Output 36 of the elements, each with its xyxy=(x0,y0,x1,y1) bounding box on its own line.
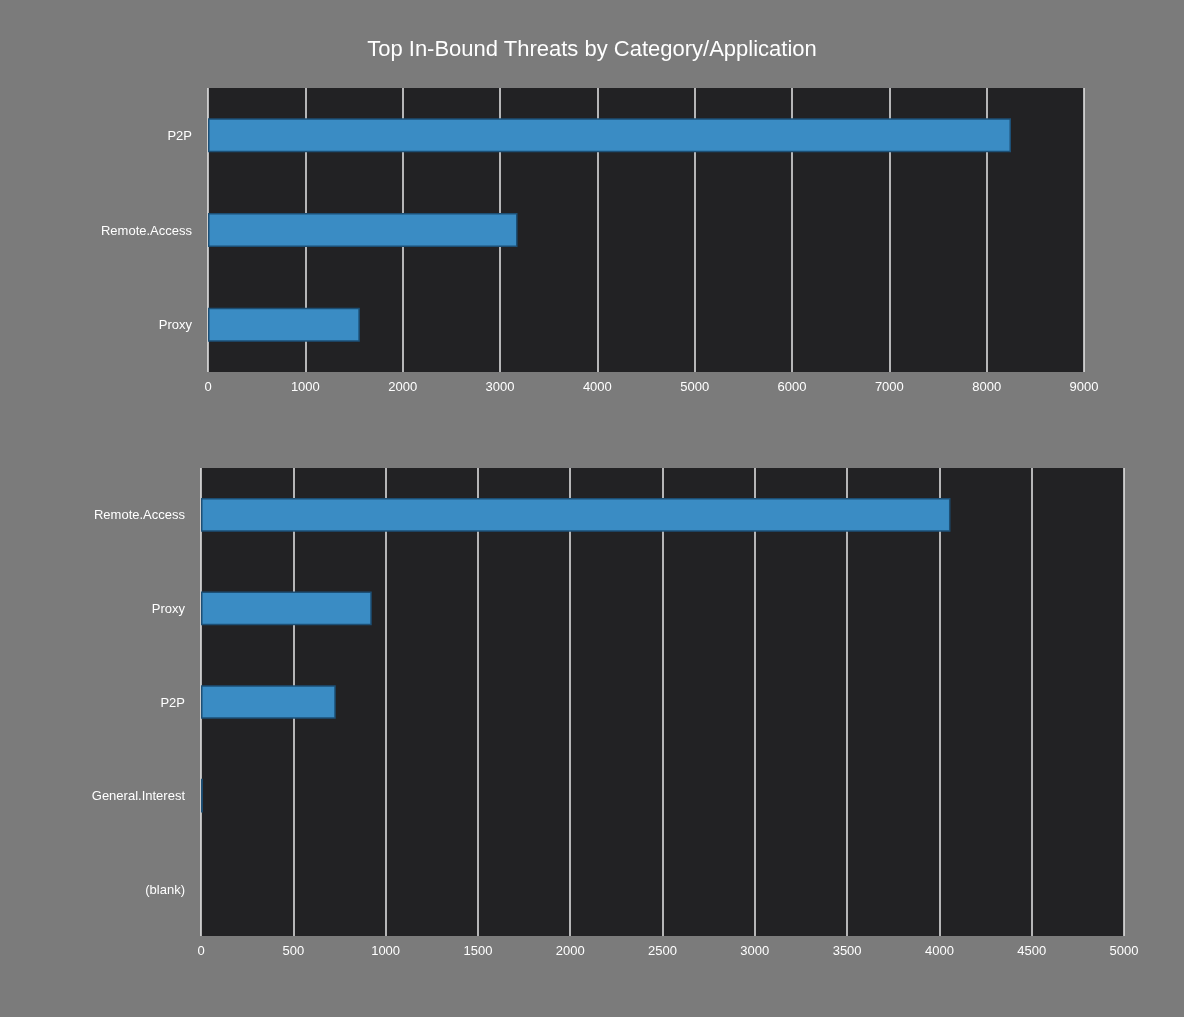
x-tick-label: 0 xyxy=(204,379,212,394)
x-tick-label: 4500 xyxy=(1017,943,1047,958)
x-tick-label: 2000 xyxy=(388,379,418,394)
x-tick-label: 4000 xyxy=(582,379,612,394)
x-tick-label: 1500 xyxy=(463,943,493,958)
y-tick-label: Proxy xyxy=(158,317,193,333)
x-tick-label: 2000 xyxy=(555,943,585,958)
bar xyxy=(208,212,518,248)
bar xyxy=(201,685,336,719)
x-tick-label: 3000 xyxy=(740,943,770,958)
bar xyxy=(208,307,360,342)
bar xyxy=(201,591,372,626)
x-tick-label: 3500 xyxy=(832,943,862,958)
x-tick-label: 9000 xyxy=(1069,379,1099,394)
x-tick-label: 7000 xyxy=(874,379,904,394)
x-tick-label: 5000 xyxy=(1109,943,1139,958)
bar xyxy=(201,497,951,532)
x-tick-label: 8000 xyxy=(972,379,1002,394)
y-tick-label: General.Interest xyxy=(91,788,186,804)
x-tick-label: 0 xyxy=(197,943,205,958)
y-tick-label: Remote.Access xyxy=(100,222,193,238)
y-tick-label: (blank) xyxy=(145,881,185,897)
x-tick-label: 1000 xyxy=(290,379,320,394)
x-tick-label: 2500 xyxy=(648,943,677,958)
y-tick-label: Remote.Access xyxy=(93,507,186,523)
x-tick-label: 3000 xyxy=(485,379,515,394)
y-tick-label: P2P xyxy=(160,694,185,710)
x-tick-label: 4000 xyxy=(924,943,954,958)
chart-title: Top In-Bound Threats by Category/Application xyxy=(367,35,817,61)
x-tick-label: 500 xyxy=(282,943,305,958)
y-tick-label: P2P xyxy=(167,127,192,143)
bar xyxy=(208,118,1011,153)
x-tick-label: 1000 xyxy=(371,943,401,958)
x-tick-label: 5000 xyxy=(680,379,710,394)
x-tick-label: 6000 xyxy=(777,379,807,394)
y-tick-label: Proxy xyxy=(151,600,186,616)
